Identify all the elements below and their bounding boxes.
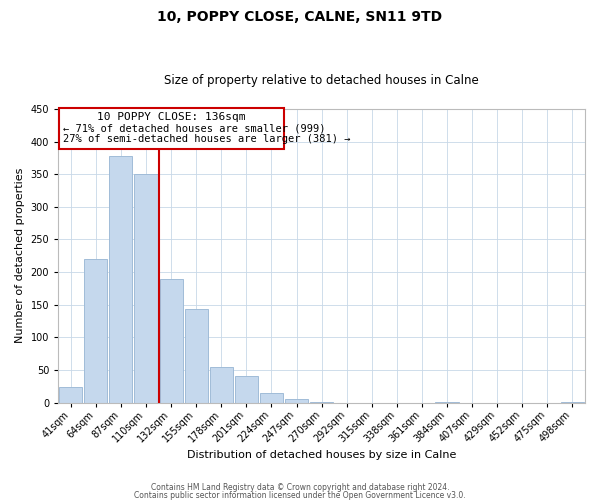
X-axis label: Distribution of detached houses by size in Calne: Distribution of detached houses by size … (187, 450, 456, 460)
FancyBboxPatch shape (59, 108, 284, 150)
Bar (134, 174, 158, 402)
Text: Contains HM Land Registry data © Crown copyright and database right 2024.: Contains HM Land Registry data © Crown c… (151, 484, 449, 492)
Text: 27% of semi-detached houses are larger (381) →: 27% of semi-detached houses are larger (… (63, 134, 351, 143)
Bar (260, 394, 283, 402)
Bar (235, 376, 258, 402)
Bar (160, 278, 182, 402)
Text: 10 POPPY CLOSE: 136sqm: 10 POPPY CLOSE: 136sqm (97, 112, 246, 122)
Title: Size of property relative to detached houses in Calne: Size of property relative to detached ho… (164, 74, 479, 87)
Bar (109, 156, 133, 402)
Bar (185, 310, 208, 402)
Text: Contains public sector information licensed under the Open Government Licence v3: Contains public sector information licen… (134, 490, 466, 500)
Text: 10, POPPY CLOSE, CALNE, SN11 9TD: 10, POPPY CLOSE, CALNE, SN11 9TD (157, 10, 443, 24)
Bar (210, 368, 233, 402)
Bar (84, 259, 107, 402)
Bar (285, 398, 308, 402)
Y-axis label: Number of detached properties: Number of detached properties (15, 168, 25, 344)
Bar (59, 387, 82, 402)
Text: ← 71% of detached houses are smaller (999): ← 71% of detached houses are smaller (99… (63, 124, 326, 134)
